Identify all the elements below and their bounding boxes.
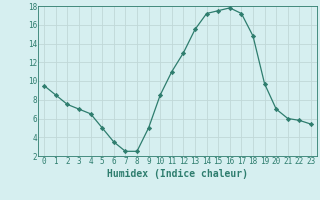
X-axis label: Humidex (Indice chaleur): Humidex (Indice chaleur) [107,169,248,179]
